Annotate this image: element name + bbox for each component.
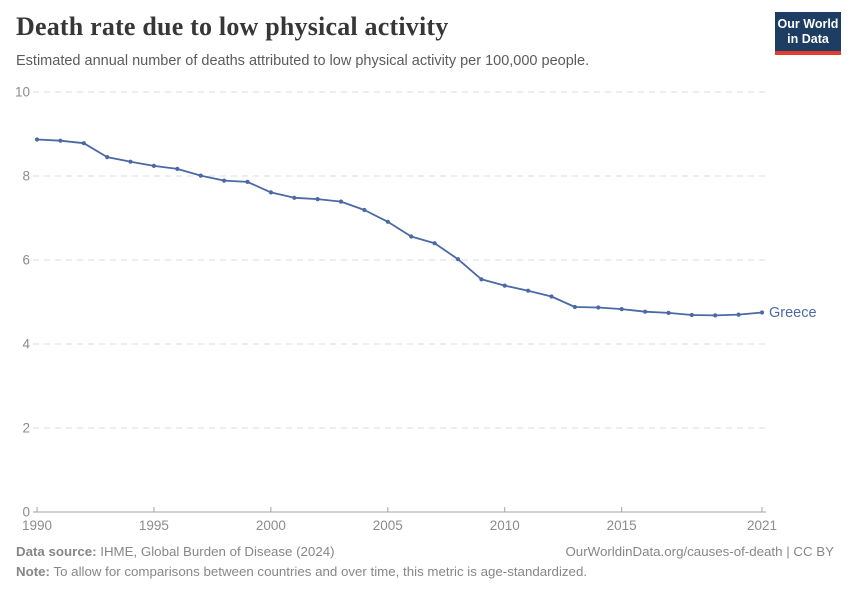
logo-line-1: Our World bbox=[777, 17, 839, 31]
data-point-2020 bbox=[736, 312, 741, 317]
y-tick-label-4: 4 bbox=[22, 337, 30, 352]
series-label-greece: Greece bbox=[769, 305, 817, 321]
data-source-line: Data source: IHME, Global Burden of Dise… bbox=[16, 544, 335, 559]
y-tick-label-8: 8 bbox=[22, 169, 30, 184]
series-line-greece bbox=[36, 138, 763, 317]
x-tick-label-2000: 2000 bbox=[256, 518, 286, 533]
data-point-2004 bbox=[362, 207, 367, 213]
data-point-2018 bbox=[689, 312, 694, 318]
footer-link: OurWorldinData.org/causes-of-death | CC … bbox=[565, 544, 834, 559]
x-tick-label-2015: 2015 bbox=[607, 518, 637, 533]
data-point-1992 bbox=[81, 141, 86, 146]
y-tick-label-2: 2 bbox=[22, 421, 30, 436]
data-point-2007 bbox=[432, 241, 437, 246]
data-point-1999 bbox=[245, 179, 250, 184]
data-point-2010 bbox=[502, 283, 507, 288]
data-point-2003 bbox=[338, 199, 344, 204]
data-point-2005 bbox=[385, 219, 390, 224]
data-source-text: IHME, Global Burden of Disease (2024) bbox=[96, 544, 335, 559]
data-point-2009 bbox=[479, 277, 484, 282]
data-point-1994 bbox=[128, 159, 133, 164]
data-point-2012 bbox=[549, 294, 554, 299]
logo-line-2: in Data bbox=[787, 32, 829, 46]
data-point-2017 bbox=[666, 310, 671, 315]
x-tick-label-2010: 2010 bbox=[490, 518, 520, 533]
chart-header: Death rate due to low physical activity … bbox=[16, 12, 760, 69]
data-point-1991 bbox=[58, 138, 63, 143]
data-point-2011 bbox=[526, 288, 531, 293]
data-point-2019 bbox=[713, 313, 718, 318]
line-chart-canvas: 0 2 4 6 8 10 1990 1995 2000 2005 2010 2015 2021 Greec… bbox=[15, 85, 817, 534]
note-text: To allow for comparisons between countri… bbox=[49, 564, 588, 579]
data-point-2006 bbox=[409, 234, 414, 239]
data-point-1996 bbox=[175, 166, 180, 171]
data-point-1995 bbox=[151, 163, 156, 168]
data-point-1993 bbox=[105, 155, 110, 160]
y-tick-label-0: 0 bbox=[22, 505, 30, 520]
x-tick-label-1990: 1990 bbox=[22, 518, 52, 533]
chart-footer: Data source: IHME, Global Burden of Dise… bbox=[0, 544, 850, 579]
data-point-1997 bbox=[198, 173, 203, 178]
data-point-1990 bbox=[34, 137, 40, 142]
note-label: Note: bbox=[16, 564, 50, 579]
data-point-2000 bbox=[268, 190, 273, 195]
page-title: Death rate due to low physical activity bbox=[16, 12, 449, 41]
data-point-2008 bbox=[455, 257, 461, 262]
data-point-2001 bbox=[292, 195, 297, 200]
owid-logo: Our World in Data bbox=[775, 12, 841, 55]
note-line: Note: To allow for comparisons between c… bbox=[16, 564, 834, 579]
data-source-label: Data source: bbox=[16, 544, 97, 559]
x-tick-label-2005: 2005 bbox=[373, 518, 403, 533]
chart-subtitle: Estimated annual number of deaths attrib… bbox=[16, 52, 590, 69]
data-point-2002 bbox=[315, 197, 320, 202]
data-point-2013 bbox=[572, 304, 578, 310]
x-tick-label-2021: 2021 bbox=[747, 518, 777, 533]
y-tick-label-10: 10 bbox=[15, 85, 30, 100]
data-point-1998 bbox=[222, 178, 227, 183]
data-point-2021 bbox=[759, 310, 765, 315]
data-point-2016 bbox=[643, 309, 648, 314]
y-tick-label-6: 6 bbox=[22, 253, 30, 268]
data-point-2015 bbox=[619, 307, 624, 312]
x-tick-label-1995: 1995 bbox=[139, 518, 169, 533]
data-point-2014 bbox=[596, 305, 601, 310]
